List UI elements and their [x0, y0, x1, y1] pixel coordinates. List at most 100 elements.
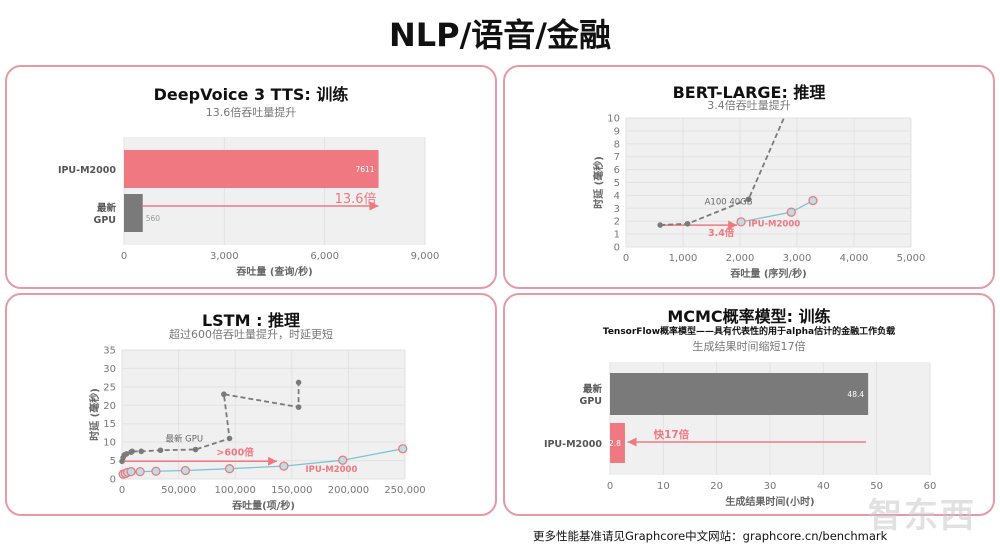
x-tick-label: 9,000	[411, 251, 440, 262]
x-tick-label: 40	[817, 481, 830, 492]
x-tick-label: 0	[623, 253, 629, 264]
y-tick-label: 5	[614, 178, 620, 189]
x-tick-label: 30	[764, 481, 777, 492]
y-tick-label: 2	[614, 217, 620, 228]
category-label: IPU-M2000	[58, 165, 116, 176]
x-tick-label: 60	[924, 481, 937, 492]
category-label: 最新 GPU	[580, 383, 603, 407]
data-label: 48.4	[847, 390, 864, 399]
data-point	[123, 451, 130, 457]
annotation-label: 3.4倍	[708, 227, 735, 239]
x-tick-label: 3,000	[210, 251, 239, 262]
plot-area	[122, 350, 405, 479]
data-point	[736, 217, 746, 227]
x-tick-label: 50	[870, 481, 883, 492]
series-line	[660, 117, 785, 226]
footer-note: 更多性能基准请见Graphcore中文网站：graphcore.cn/bench…	[533, 529, 888, 543]
data-point	[157, 447, 164, 454]
data-label: 560	[146, 214, 161, 223]
category-label: IPU-M2000	[544, 439, 602, 450]
y-tick-label: 25	[103, 382, 116, 393]
x-axis-label: 吞吐量 (序列/秒)	[730, 267, 806, 280]
data-point	[786, 207, 796, 217]
x-tick-label: 0	[121, 251, 127, 262]
y-tick-label: 30	[103, 364, 116, 375]
data-point	[684, 220, 691, 227]
x-axis-label: 吞吐量(项/秒)	[232, 499, 295, 512]
x-axis-label: 吞吐量 (查询/秒)	[236, 265, 312, 278]
data-point	[129, 448, 135, 455]
data-label: 2.8	[609, 439, 621, 448]
chart-description: TensorFlow概率模型——具有代表性的用于alpha估计的金融工作负载	[602, 327, 896, 337]
y-tick-label: 4	[614, 191, 620, 202]
chart-subtitle: 3.4倍吞吐量提升	[707, 99, 791, 112]
x-tick-label: 50,000	[161, 485, 196, 496]
y-tick-label: 35	[103, 346, 116, 357]
data-point	[398, 444, 408, 454]
bar	[610, 373, 869, 415]
series-label: 最新 GPU	[165, 433, 203, 444]
chart-title: MCMC概率模型: 训练	[667, 307, 831, 326]
data-point	[226, 435, 233, 442]
y-tick-label: 20	[103, 401, 116, 412]
x-tick-label: 3,000	[783, 253, 812, 264]
y-tick-label: 3	[614, 204, 620, 215]
y-axis-label: 时延 (毫秒)	[592, 156, 605, 209]
x-tick-label: 2,000	[726, 253, 755, 264]
data-point	[151, 466, 161, 476]
chart-title: BERT-LARGE: 推理	[672, 83, 826, 102]
x-tick-label: 250,000	[384, 485, 425, 496]
data-point	[745, 196, 752, 203]
y-tick-label: 0	[614, 243, 620, 254]
y-tick-label: 6	[614, 165, 620, 176]
data-point	[224, 464, 235, 474]
series-label: IPU-M2000	[305, 465, 357, 475]
annotation-label: 快17倍	[653, 428, 690, 441]
y-tick-label: 0	[110, 475, 116, 486]
x-tick-label: 0	[119, 485, 125, 496]
page-title: NLP/语音/金融	[388, 16, 611, 54]
annotation-label: 13.6倍	[335, 192, 377, 207]
x-tick-label: 100,000	[215, 485, 256, 496]
y-tick-label: 15	[103, 419, 116, 430]
y-tick-label: 10	[103, 438, 116, 449]
data-point	[808, 195, 818, 206]
data-point	[295, 404, 302, 410]
series-label: IPU-M2000	[748, 219, 800, 229]
data-point	[192, 446, 199, 453]
annotation-label: >600倍	[216, 446, 254, 458]
bar	[124, 194, 143, 232]
x-tick-label: 4,000	[840, 253, 869, 264]
x-tick-label: 10	[657, 481, 670, 492]
category-label: 最新 GPU	[94, 202, 117, 226]
bar	[610, 423, 625, 463]
y-tick-label: 10	[607, 114, 620, 125]
data-point	[221, 391, 227, 398]
data-point	[126, 466, 136, 477]
data-label: 7611	[355, 165, 374, 174]
data-point	[138, 448, 145, 455]
x-tick-label: 5,000	[897, 253, 926, 264]
chart-subtitle: 13.6倍吞吐量提升	[205, 106, 297, 119]
y-tick-label: 9	[614, 126, 620, 137]
y-tick-label: 1	[614, 230, 620, 241]
x-tick-label: 1,000	[669, 253, 698, 264]
x-axis-label: 生成结果时间(小时)	[725, 495, 814, 508]
chart-title: LSTM : 推理	[201, 311, 301, 330]
y-axis-label: 时延 (毫秒)	[88, 388, 101, 441]
bar	[124, 150, 379, 188]
x-tick-label: 6,000	[310, 251, 339, 262]
y-tick-label: 7	[614, 152, 620, 163]
data-point	[135, 466, 145, 477]
chart-subtitle: 超过600倍吞吐量提升，时延更短	[169, 328, 333, 341]
x-tick-label: 20	[710, 481, 723, 492]
watermark-logo: 智东西	[868, 496, 976, 536]
y-tick-label: 8	[614, 139, 620, 150]
y-tick-label: 5	[110, 456, 116, 467]
data-point	[338, 455, 348, 465]
x-tick-label: 150,000	[271, 485, 312, 496]
chart-subtitle: 生成结果时间缩短17倍	[692, 340, 806, 353]
x-tick-label: 200,000	[328, 485, 369, 496]
data-point	[657, 222, 663, 228]
